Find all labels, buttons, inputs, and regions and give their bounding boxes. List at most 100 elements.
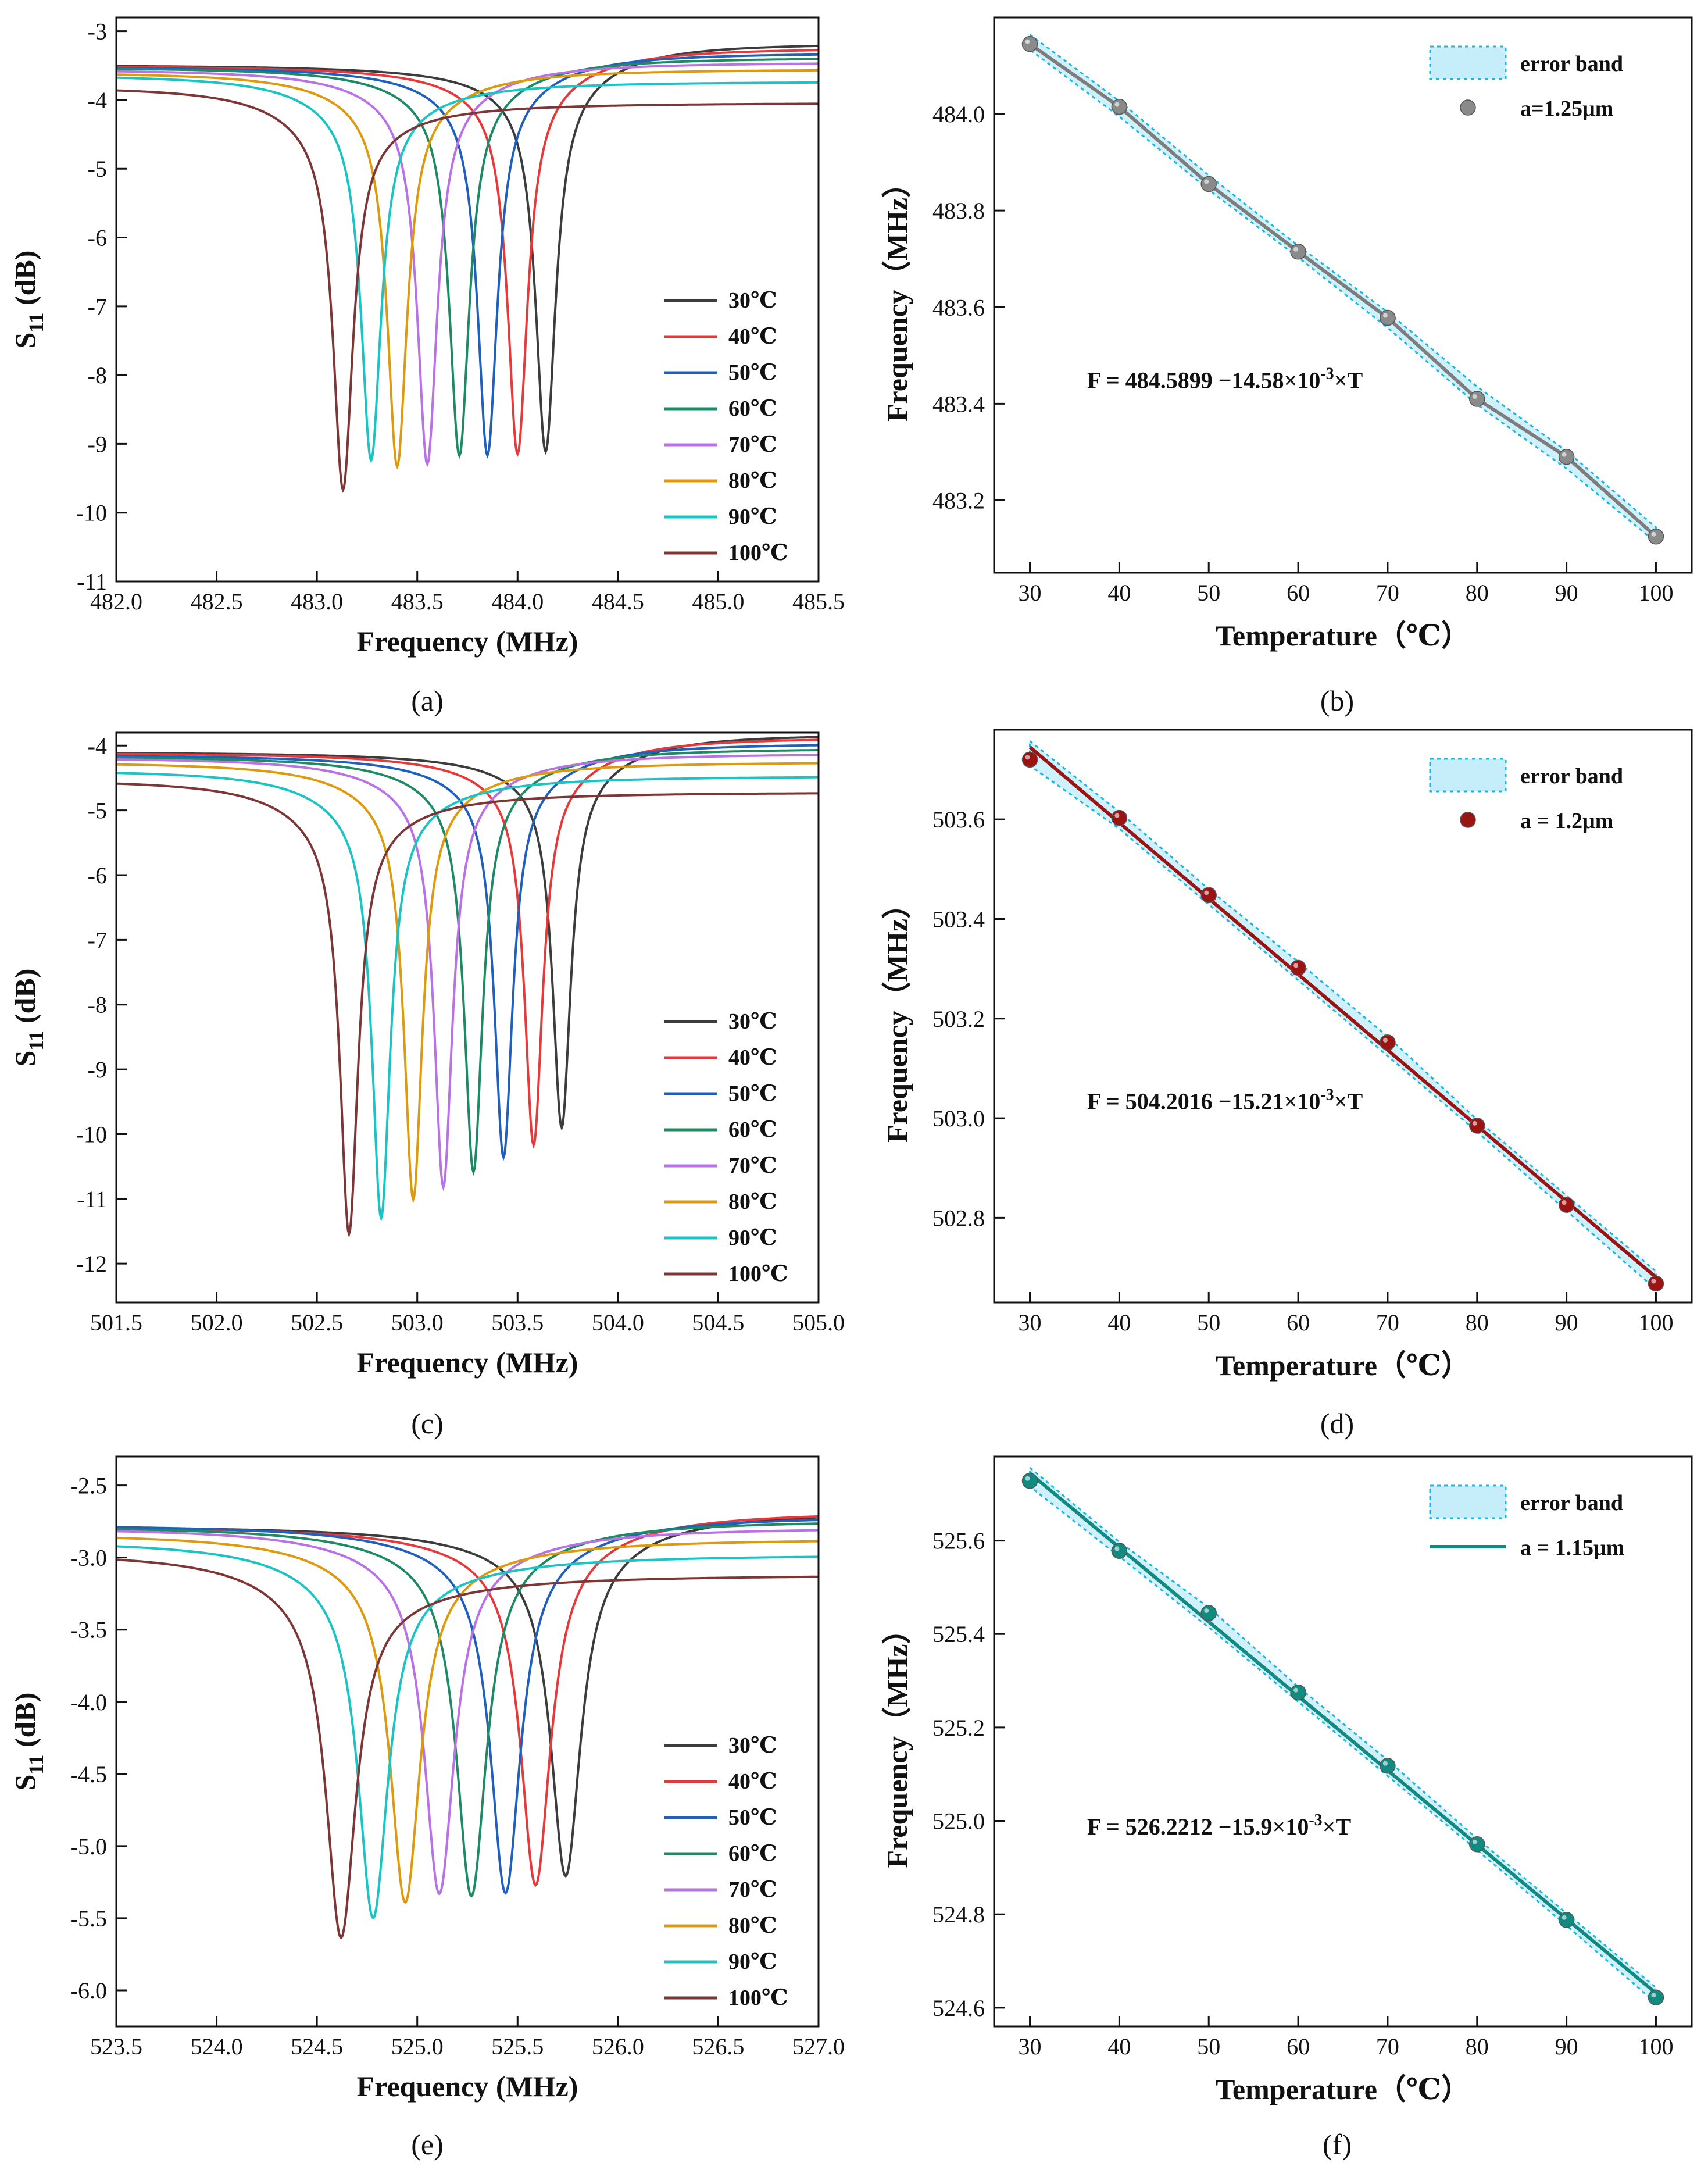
data-point-highlight — [1025, 755, 1030, 760]
legend-label-2: 50℃ — [728, 361, 777, 385]
data-point-highlight — [1293, 247, 1299, 252]
x-axis-label: Frequency (MHz) — [357, 2070, 578, 2103]
data-point-highlight — [1293, 963, 1299, 968]
data-point — [1200, 176, 1217, 192]
data-point-highlight — [1204, 1608, 1209, 1614]
data-point-highlight — [1562, 452, 1567, 457]
x-tick-label: 30 — [1019, 1309, 1042, 1336]
x-tick-label: 90 — [1555, 2033, 1578, 2060]
panel-caption: (b) — [1320, 684, 1354, 717]
y-tick-label: -11 — [77, 569, 107, 595]
legend-label-3: 60℃ — [728, 1118, 777, 1142]
data-point — [1648, 1275, 1664, 1292]
series-line-0 — [116, 44, 819, 455]
data-point — [1558, 448, 1575, 465]
y-axis-label: Frequency（MHz） — [881, 890, 913, 1143]
legend-label-2: 50℃ — [728, 1805, 777, 1830]
data-point-highlight — [1382, 1037, 1388, 1043]
legend-label-6: 90℃ — [728, 1226, 777, 1250]
y-tick-label: 503.4 — [932, 906, 985, 932]
x-tick-label: 70 — [1376, 2033, 1399, 2060]
y-tick-label: 503.6 — [932, 806, 985, 833]
y-tick-label: 483.8 — [932, 198, 985, 224]
x-axis-label: Temperature（℃） — [1216, 619, 1470, 652]
legend-label-5: 80℃ — [728, 1914, 777, 1938]
y-tick-label: 503.0 — [932, 1105, 985, 1132]
x-tick-label: 100 — [1638, 2033, 1673, 2060]
chart-panel-e: 523.5 524.0 524.5 525.0 525.5 526.0 526.5 527.0… — [9, 1455, 845, 2161]
series-line-5 — [116, 1536, 819, 1904]
data-point-highlight — [1651, 1279, 1656, 1284]
x-tick-label: 525.5 — [491, 2033, 544, 2060]
series-line-1 — [116, 49, 819, 458]
legend-label-7: 100℃ — [728, 1986, 788, 2010]
plot-area — [1021, 739, 1664, 1292]
x-tick-label: 484.0 — [491, 588, 544, 615]
panel-caption: (a) — [411, 684, 444, 717]
series-line-6 — [116, 76, 819, 463]
data-point — [1648, 1989, 1664, 2005]
legend-label-3: 60℃ — [728, 397, 777, 421]
y-tick-label: 525.4 — [932, 1621, 985, 1647]
chart-panel-f: 30 40 50 60 70 80 90 100 524.6 524.8 525.0 525.2 525… — [881, 1455, 1693, 2161]
data-point-highlight — [1562, 1915, 1567, 1920]
x-tick-label: 70 — [1376, 1309, 1399, 1336]
x-tick-label: 40 — [1107, 580, 1131, 606]
fit-equation-tail: ×T — [1334, 1088, 1363, 1115]
y-tick-label: -5 — [88, 156, 107, 182]
y-tick-label: 525.6 — [932, 1528, 985, 1554]
x-tick-label: 60 — [1287, 1309, 1310, 1336]
data-point-highlight — [1025, 39, 1030, 44]
legend-label-series: a=1.25μm — [1520, 97, 1613, 121]
data-point — [1111, 1543, 1128, 1559]
data-point-highlight — [1204, 890, 1209, 895]
fit-equation-main: F = 484.5899 −14.58×10 — [1087, 367, 1320, 394]
series-line-6 — [116, 1545, 819, 1920]
legend-label-6: 90℃ — [728, 1950, 777, 1974]
x-tick-label: 524.0 — [191, 2033, 243, 2060]
x-tick-label: 526.0 — [592, 2033, 644, 2060]
fit-equation-exp: -3 — [1309, 1811, 1322, 1829]
data-point — [1380, 309, 1396, 326]
x-tick-label: 527.0 — [792, 2033, 845, 2060]
plot-frame — [993, 729, 1693, 1304]
y-tick-label: -4 — [88, 87, 107, 113]
data-point — [1021, 751, 1038, 768]
y-tick-label: -4.0 — [70, 1689, 107, 1715]
data-point — [1021, 1473, 1038, 1489]
legend-label-4: 70℃ — [728, 1878, 777, 1902]
y-tick-label: 484.0 — [932, 101, 985, 127]
x-tick-label: 483.0 — [291, 588, 343, 615]
y-tick-label: -3.0 — [70, 1545, 107, 1571]
series-line-2 — [116, 1519, 819, 1895]
y-tick-label: -6.0 — [70, 1978, 107, 2004]
data-point — [1558, 1912, 1575, 1928]
y-tick-label: 503.2 — [932, 1006, 985, 1032]
x-tick-label: 502.5 — [291, 1309, 343, 1336]
x-tick-label: 50 — [1197, 1309, 1220, 1336]
y-tick-label: -12 — [76, 1251, 107, 1277]
plot-frame — [993, 16, 1693, 574]
plot-frame — [115, 1455, 820, 2028]
plot-area — [1021, 1465, 1664, 2005]
x-tick-label: 60 — [1287, 2033, 1310, 2060]
y-tick-label: -9 — [88, 1057, 107, 1083]
y-tick-label: -3.5 — [70, 1617, 107, 1643]
legend-label-0: 30℃ — [728, 288, 777, 313]
x-tick-label: 503.5 — [491, 1309, 544, 1336]
data-point — [1290, 959, 1306, 976]
fit-equation-tail: ×T — [1323, 1814, 1352, 1840]
y-axis-label-main: S — [9, 1051, 41, 1067]
data-point-highlight — [1293, 1687, 1299, 1693]
y-axis-label-unit: (dB) — [9, 969, 41, 1031]
x-tick-label: 483.5 — [391, 588, 444, 615]
data-point-highlight — [1472, 394, 1477, 399]
x-tick-label: 80 — [1466, 580, 1489, 606]
legend-label-6: 90℃ — [728, 505, 777, 529]
data-point-highlight — [1562, 1200, 1567, 1205]
x-tick-label: 504.5 — [692, 1309, 744, 1336]
data-point — [1290, 244, 1306, 260]
fit-equation-exp: -3 — [1320, 365, 1334, 383]
legend-label-band: error band — [1520, 52, 1623, 76]
x-axis-label: Temperature（℃） — [1216, 1349, 1470, 1382]
